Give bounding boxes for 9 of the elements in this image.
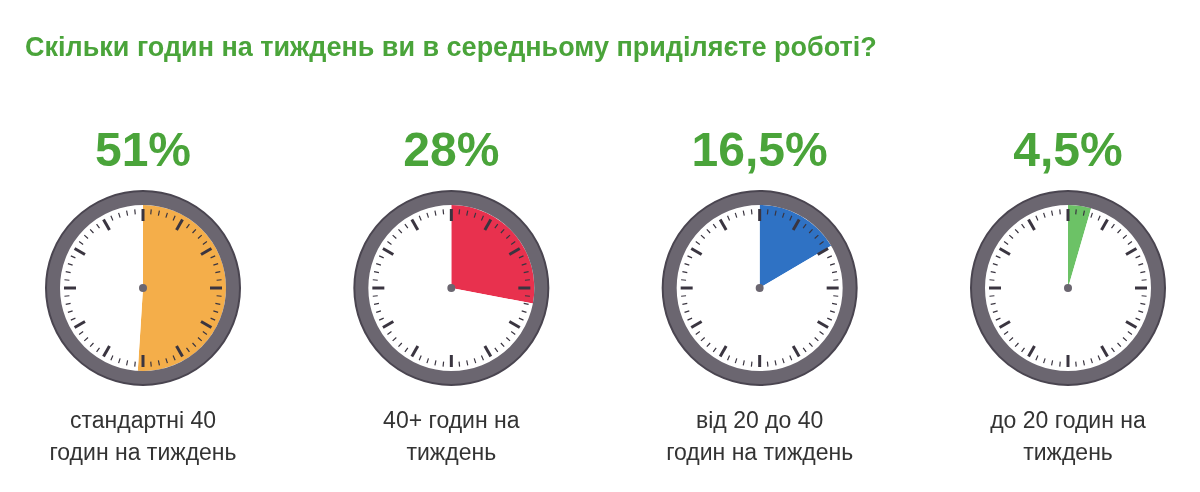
text: Скільки годин на тиждень ви в середньому приділяєте роботі? [25, 32, 877, 62]
data-label: 28% [403, 123, 500, 176]
text: стандартні 40 годин на тиждень [49, 407, 237, 465]
text: 40+ годин на тиждень [383, 407, 520, 465]
text: до 20 годин на тиждень [990, 407, 1146, 465]
text: від 20 до 40 годин на тиждень [666, 407, 854, 465]
data-label: 51% [94, 123, 192, 176]
data-label: 16,5% [691, 123, 828, 176]
data-label: 4,5% [1013, 123, 1123, 176]
